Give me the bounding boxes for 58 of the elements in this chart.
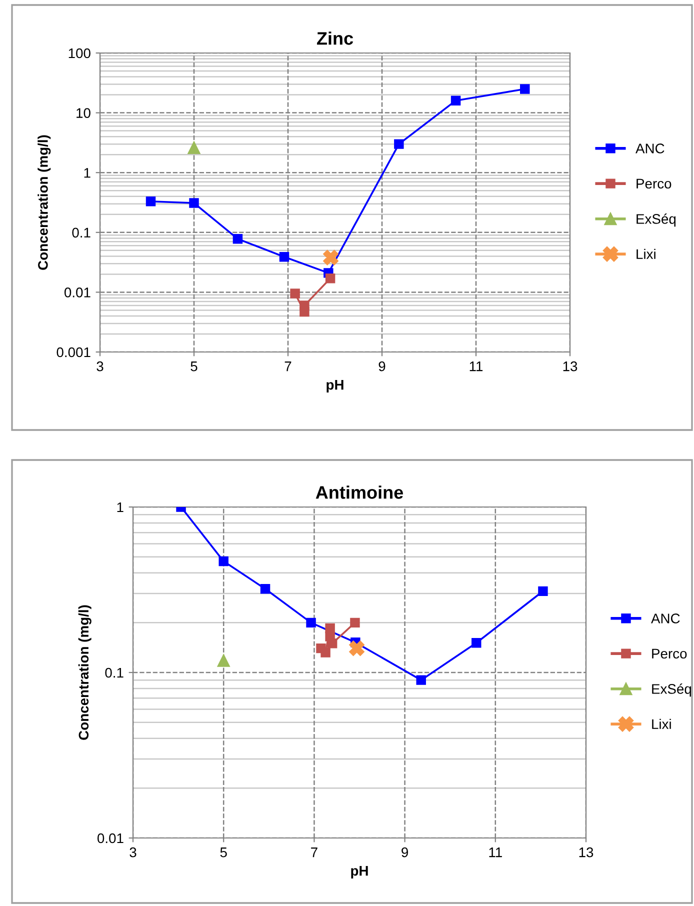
point [189, 198, 199, 208]
x-tick-label: 11 [489, 848, 502, 858]
point [349, 640, 364, 656]
y-axis-title: Concentration (mg/l) [78, 605, 92, 740]
x-tick-label: 9 [378, 361, 386, 372]
x-tick-label: 11 [470, 362, 483, 372]
point [350, 618, 360, 628]
point [217, 654, 230, 667]
point [416, 675, 426, 685]
y-axis-title: Concentration (mg/l) [38, 135, 51, 270]
x-axis-title: pH [326, 380, 344, 392]
x-tick-label: 13 [579, 847, 594, 858]
y-tick-label: 0.001 [56, 347, 90, 358]
legend-label: Perco [636, 178, 672, 189]
x-tick-label: 9 [402, 847, 408, 858]
point [320, 648, 330, 658]
x-axis-title: pH [351, 866, 368, 878]
y-tick-label: 0.1 [72, 228, 90, 238]
point [290, 288, 300, 298]
legend-label: ExSéq [636, 214, 676, 227]
y-tick-label: 100 [68, 48, 90, 58]
x-tick-label: 3 [96, 361, 104, 372]
y-tick-label: 0.1 [105, 668, 124, 678]
point [450, 96, 461, 106]
point [327, 638, 338, 648]
point [232, 234, 243, 244]
point [146, 196, 156, 206]
point [538, 586, 548, 596]
point [188, 142, 200, 154]
legend-label: ExSéq [652, 684, 692, 697]
point [218, 556, 228, 566]
x-tick-label: 5 [190, 362, 198, 372]
point [300, 300, 310, 310]
point [279, 252, 290, 262]
point [520, 84, 530, 94]
legend-label: ANC [651, 614, 680, 624]
x-tick-label: 3 [130, 847, 136, 858]
point [394, 139, 404, 149]
point [306, 618, 316, 628]
point [323, 250, 338, 266]
y-tick-label: 0.01 [64, 288, 90, 298]
y-tick-label: 1 [84, 168, 90, 178]
legend-label: ANC [636, 144, 664, 154]
y-tick-label: 10 [76, 108, 90, 118]
legend-label: Perco [652, 648, 687, 659]
point [472, 638, 482, 648]
legend-label: Lixi [652, 718, 671, 729]
chart-title: Antimoine [316, 486, 404, 499]
x-tick-label: 7 [284, 362, 292, 372]
x-tick-label: 13 [563, 361, 578, 372]
chart-title: Zinc [316, 32, 354, 45]
legend-label: Lixi [636, 248, 656, 259]
y-tick-label: 0.01 [97, 833, 124, 844]
x-tick-label: 7 [311, 848, 318, 858]
point [260, 584, 270, 594]
point [325, 274, 336, 284]
y-tick-label: 1 [117, 502, 124, 512]
x-tick-label: 5 [220, 848, 227, 858]
